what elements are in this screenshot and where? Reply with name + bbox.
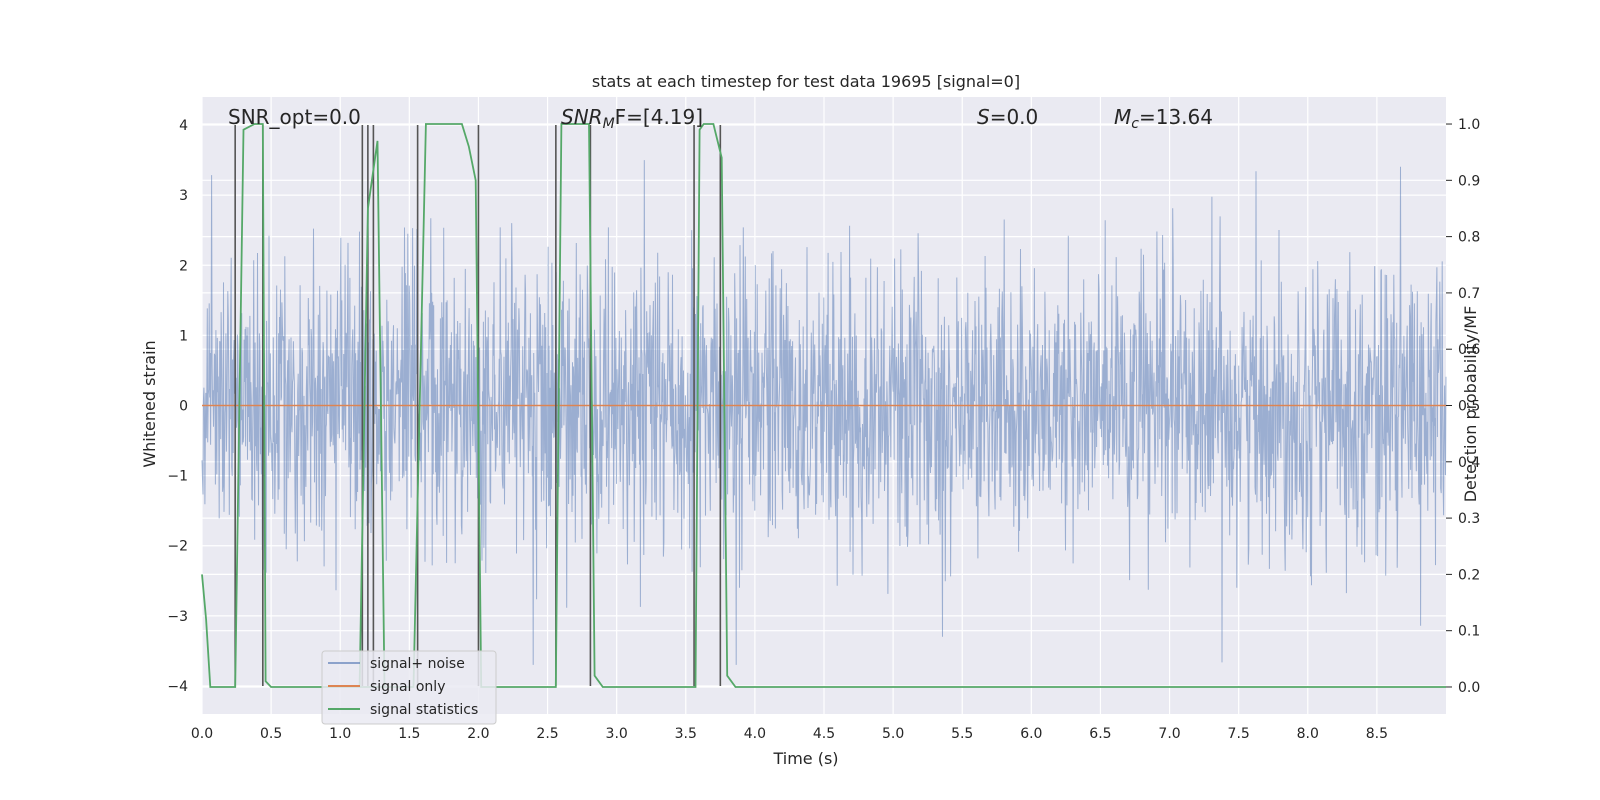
snr-mf-base: SNR bbox=[561, 105, 603, 129]
x-tick-label: 6.0 bbox=[1020, 726, 1042, 742]
y2-axis-label: Detection probability/MF bbox=[1461, 306, 1480, 503]
y-tick-label: 2 bbox=[179, 258, 188, 274]
mc-symbol: M bbox=[1114, 105, 1131, 129]
y2-tick-label: 0.3 bbox=[1458, 511, 1480, 527]
annotation-s: S=0.0 bbox=[977, 105, 1038, 129]
x-tick-label: 8.5 bbox=[1366, 726, 1388, 742]
y2-tick-label: 0.0 bbox=[1458, 680, 1480, 696]
y2-tick-label: 1.0 bbox=[1458, 117, 1480, 133]
legend-box bbox=[321, 650, 497, 725]
y2-tick-label: 0.6 bbox=[1458, 342, 1480, 358]
mc-value: =13.64 bbox=[1139, 105, 1213, 129]
x-tick-label: 0.5 bbox=[260, 726, 282, 742]
annotations: SNR_opt=0.0 SNRMF=[4.19] S=0.0 Mc=13.64 bbox=[228, 105, 1213, 132]
signal-statistics-line bbox=[201, 123, 1446, 688]
y2-tick-label: 0.9 bbox=[1458, 173, 1480, 189]
y-tick-label: −4 bbox=[167, 679, 188, 695]
x-tick-label: 5.5 bbox=[951, 726, 973, 742]
y-tick-label: 4 bbox=[179, 118, 188, 134]
y2-tick-label: 0.1 bbox=[1458, 624, 1480, 640]
snr-mf-rest: F=[4.19] bbox=[615, 105, 703, 129]
y-tick-label: −1 bbox=[167, 469, 188, 485]
y2-tick-label: 0.8 bbox=[1458, 230, 1480, 246]
y2-tick-label: 0.7 bbox=[1458, 286, 1480, 302]
x-tick-label: 7.0 bbox=[1158, 726, 1180, 742]
y-tick-label: −3 bbox=[167, 609, 188, 625]
x-axis-label: Time (s) bbox=[772, 749, 838, 768]
noise-series bbox=[201, 160, 1447, 665]
legend-label-signal: signal only bbox=[370, 679, 445, 695]
annotation-snr-opt: SNR_opt=0.0 bbox=[228, 105, 361, 129]
x-tick-label: 7.5 bbox=[1228, 726, 1250, 742]
y2-axis-ticks: 1.0 0.9 0.8 0.7 0.6 0.5 0.4 0.3 0.2 0.1 0.0 bbox=[1446, 117, 1480, 696]
annotation-snr-mf: SNRMF=[4.19] bbox=[561, 105, 703, 132]
signal-statistics-spike bbox=[358, 140, 386, 688]
chart-title: stats at each timestep for test data 196… bbox=[592, 72, 1020, 91]
snr-mf-sub: M bbox=[603, 116, 615, 132]
s-symbol: S bbox=[977, 105, 990, 129]
signal-noise-line bbox=[201, 160, 1447, 665]
x-tick-label: 0.0 bbox=[191, 726, 213, 742]
x-tick-label: 8.0 bbox=[1297, 726, 1319, 742]
legend-label-statistics: signal statistics bbox=[370, 702, 478, 718]
y-tick-label: −2 bbox=[167, 539, 188, 555]
legend-label-noise: signal+ noise bbox=[370, 656, 465, 672]
legend: signal+ noise signal only signal statist… bbox=[321, 650, 497, 725]
y-axis-ticks: 4 3 2 1 0 −1 −2 −3 −4 bbox=[167, 118, 188, 695]
x-tick-label: 4.0 bbox=[744, 726, 766, 742]
annotation-mc: Mc=13.64 bbox=[1114, 105, 1213, 132]
x-tick-label: 1.0 bbox=[329, 726, 351, 742]
y2-tick-label: 0.4 bbox=[1458, 455, 1480, 471]
x-tick-label: 3.5 bbox=[675, 726, 697, 742]
x-tick-label: 3.0 bbox=[606, 726, 628, 742]
y-axis-label: Whitened strain bbox=[140, 340, 159, 467]
x-tick-label: 5.0 bbox=[882, 726, 904, 742]
y2-tick-label: 0.2 bbox=[1458, 567, 1480, 583]
x-tick-label: 1.5 bbox=[398, 726, 420, 742]
x-tick-label: 6.5 bbox=[1089, 726, 1111, 742]
y-tick-label: 0 bbox=[179, 399, 188, 415]
mc-sub: c bbox=[1131, 116, 1139, 132]
x-tick-label: 2.5 bbox=[536, 726, 558, 742]
x-tick-label: 2.0 bbox=[467, 726, 489, 742]
y-tick-label: 3 bbox=[179, 188, 188, 204]
y2-tick-label: 0.5 bbox=[1458, 399, 1480, 415]
s-value: =0.0 bbox=[990, 105, 1039, 129]
x-axis-ticks: 0.0 0.5 1.0 1.5 2.0 2.5 3.0 3.5 4.0 4.5 5.0 5.5 6.0 6… bbox=[191, 726, 1388, 742]
x-tick-label: 4.5 bbox=[813, 726, 835, 742]
y-tick-label: 1 bbox=[179, 328, 188, 344]
probability-series bbox=[201, 123, 1446, 688]
